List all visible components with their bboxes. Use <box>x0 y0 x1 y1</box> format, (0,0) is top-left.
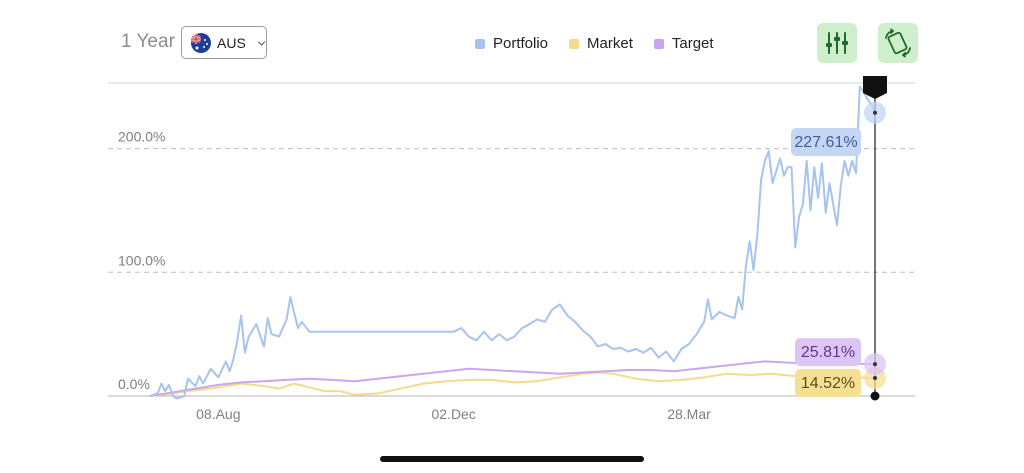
value-badge-portfolio <box>791 128 861 156</box>
home-indicator-bar[interactable] <box>380 456 644 462</box>
sliders-icon <box>826 32 848 54</box>
x-tick-label: 08.Aug <box>196 406 240 422</box>
crosshair-anchor-dot[interactable] <box>870 391 880 401</box>
x-tick-label: 28.Mar <box>667 406 711 422</box>
y-tick-label: 200.0% <box>118 129 165 145</box>
y-tick-label: 100.0% <box>118 252 165 268</box>
series-line-portfolio[interactable] <box>149 85 876 400</box>
legend-swatch-target <box>653 38 664 49</box>
australia-flag-icon <box>191 32 211 53</box>
legend-label-target: Target <box>671 35 714 52</box>
value-badge-label-market: 14.52% <box>801 375 855 392</box>
series-line-market[interactable] <box>149 371 876 397</box>
chart-settings-button[interactable] <box>817 23 857 63</box>
crosshair-handle[interactable] <box>863 76 887 99</box>
legend-item-target[interactable]: Target <box>653 35 714 52</box>
endpoint-dot-portfolio <box>873 110 877 115</box>
chart-legend: Portfolio Market Target <box>475 35 735 52</box>
legend-label-market: Market <box>587 35 633 52</box>
endpoint-dot-target <box>873 362 877 367</box>
legend-label-portfolio: Portfolio <box>493 35 549 52</box>
rotate-screen-icon <box>885 28 911 58</box>
rotate-screen-button[interactable] <box>878 23 918 63</box>
endpoint-dot-market <box>873 376 877 381</box>
value-badge-label-portfolio: 227.61% <box>794 134 857 151</box>
region-code: AUS <box>217 34 246 51</box>
value-badge-market <box>795 369 861 398</box>
period-label[interactable]: 1 Year <box>121 31 175 52</box>
legend-swatch-portfolio <box>475 38 485 49</box>
region-dropdown[interactable]: AUS <box>181 26 267 59</box>
y-tick-label: 0.0% <box>118 376 150 392</box>
x-tick-label: 02.Dec <box>431 406 475 422</box>
legend-item-market[interactable]: Market <box>569 35 633 52</box>
series-line-target[interactable] <box>149 360 876 397</box>
value-badge-target <box>795 338 861 367</box>
legend-item-portfolio[interactable]: Portfolio <box>475 35 548 52</box>
value-badge-label-target: 25.81% <box>801 344 855 361</box>
legend-swatch-market <box>569 38 580 49</box>
chevron-down-icon <box>257 40 266 46</box>
